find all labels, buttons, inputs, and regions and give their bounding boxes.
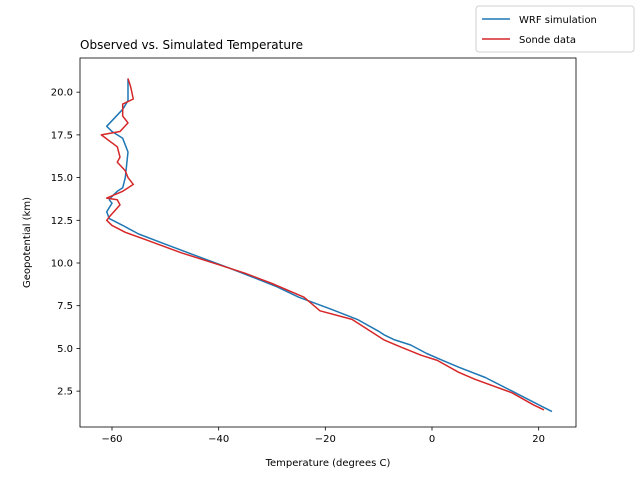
y-tick-label: 5.0 — [57, 344, 73, 355]
series-line-2 — [100, 78, 545, 411]
y-tick-label: 20.0 — [51, 88, 73, 99]
x-axis-title: Temperature (degrees C) — [265, 458, 391, 469]
x-tick-label: −60 — [101, 434, 122, 445]
x-tick-label: 20 — [532, 434, 545, 445]
legend: WRF simulation Sonde data — [475, 5, 635, 53]
axes-frame — [79, 57, 577, 428]
y-tick-label: 7.5 — [57, 301, 73, 312]
y-tick-label: 2.5 — [57, 387, 73, 398]
y-axis-title: Geopotential (km) — [22, 197, 33, 288]
x-axis-ticks: −60 −40 −20 0 20 — [101, 427, 545, 445]
series-line-1 — [105, 78, 553, 413]
series-layer — [100, 78, 553, 413]
y-axis-ticks: 2.5 5.0 7.5 10.0 12.5 15.0 17.5 20.0 — [51, 88, 80, 398]
y-tick-label: 15.0 — [51, 173, 73, 184]
x-tick-label: −20 — [315, 434, 336, 445]
y-tick-label: 17.5 — [51, 130, 73, 141]
chart-title: Observed vs. Simulated Temperature — [80, 38, 303, 52]
y-tick-label: 12.5 — [51, 216, 73, 227]
x-tick-label: 0 — [429, 434, 435, 445]
legend-box — [475, 5, 635, 53]
y-tick-label: 10.0 — [51, 259, 73, 270]
legend-label: Sonde data — [519, 35, 576, 46]
x-tick-label: −40 — [208, 434, 229, 445]
legend-label: WRF simulation — [519, 15, 597, 26]
